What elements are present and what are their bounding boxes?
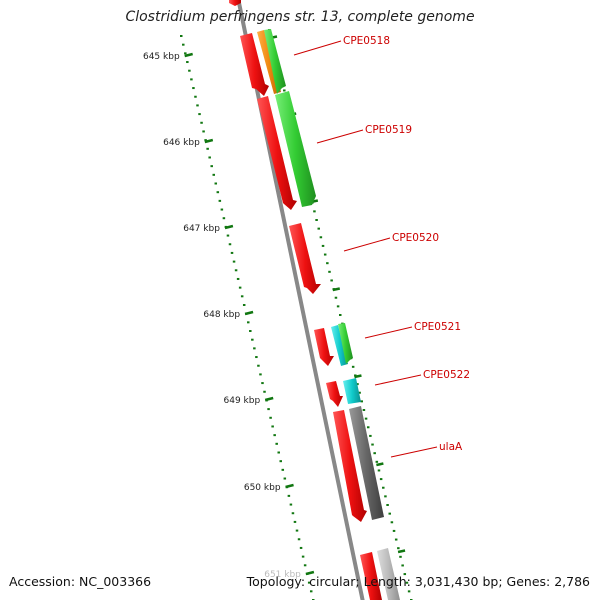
scale-major-tick bbox=[184, 52, 193, 58]
gene-label-cpe0519: CPE0519 bbox=[365, 124, 412, 136]
gene-red-bottom[interactable] bbox=[360, 552, 382, 600]
accession-text: Accession: NC_003366 bbox=[9, 574, 152, 589]
scale-tick-label: 649 kbp bbox=[224, 396, 261, 406]
scale-tick-label: 646 kbp bbox=[163, 138, 200, 148]
scale-outer-major-tick bbox=[397, 549, 406, 554]
gene-label-cpe0518: CPE0518 bbox=[343, 35, 390, 47]
gene-label-leaders bbox=[293, 40, 438, 458]
gene-features bbox=[229, 0, 400, 600]
gene-cyan-cpe0521[interactable] bbox=[331, 325, 348, 366]
gene-red-5[interactable] bbox=[333, 410, 367, 522]
gene-red-4[interactable] bbox=[326, 381, 343, 407]
gene-green-cpe0521[interactable] bbox=[338, 323, 353, 364]
backbone-line bbox=[236, 0, 365, 600]
scale-outer-major-tick bbox=[354, 374, 362, 379]
gene-label-cpe0521: CPE0521 bbox=[414, 321, 461, 333]
gene-label-cpe0522: CPE0522 bbox=[423, 369, 470, 381]
scale-major-tick bbox=[224, 224, 234, 230]
scale-tick-label: 645 kbp bbox=[143, 52, 180, 62]
genome-title: Clostridium perfringens str. 13, complet… bbox=[125, 9, 475, 25]
gene-red-cpe0520[interactable] bbox=[289, 223, 321, 294]
scale-tick-label: 648 kbp bbox=[203, 310, 240, 320]
scale-outer-major-tick bbox=[332, 287, 341, 292]
gene-light-gray-bottom[interactable] bbox=[377, 548, 400, 600]
gene-label-cpe0520: CPE0520 bbox=[392, 232, 439, 244]
scale-outer-major-tick bbox=[376, 462, 384, 467]
gene-ulaa[interactable] bbox=[349, 406, 384, 520]
scale-tick-label: 647 kbp bbox=[183, 224, 220, 234]
gene-green-cpe0518[interactable] bbox=[264, 29, 286, 94]
scale-major-tick bbox=[204, 138, 214, 144]
scale-major-tick bbox=[285, 483, 294, 489]
gene-label-ulaa: ulaA bbox=[439, 441, 463, 453]
gene-red-2[interactable] bbox=[257, 96, 297, 210]
scale-tick-label: 651 kbp bbox=[264, 570, 301, 580]
scale-tick-label: 650 kbp bbox=[244, 483, 281, 493]
gene-partial-top[interactable] bbox=[229, 0, 241, 6]
gene-green-cpe0519[interactable] bbox=[275, 91, 316, 207]
scale-major-tick bbox=[264, 396, 274, 402]
scale-major-tick bbox=[305, 570, 315, 576]
gene-cyan-cpe0522[interactable] bbox=[343, 378, 361, 404]
gene-red-3[interactable] bbox=[314, 328, 334, 366]
genome-summary-text: Topology: circular; Length: 3,031,430 bp… bbox=[246, 574, 590, 589]
gene-red-1[interactable] bbox=[240, 33, 269, 96]
scale-major-tick bbox=[244, 310, 254, 316]
